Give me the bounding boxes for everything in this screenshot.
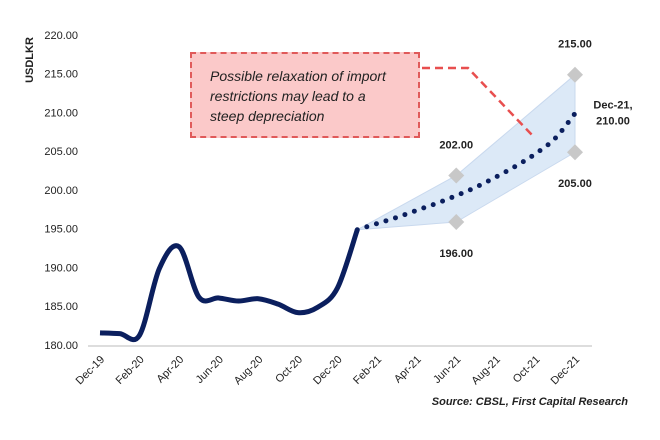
upper-label: 202.00: [439, 139, 473, 151]
x-tick-label: Apr-21: [392, 354, 424, 386]
y-tick-label: 215.00: [44, 69, 78, 81]
end-label: Dec-21,: [593, 99, 632, 111]
lower-marker: [567, 144, 583, 161]
lower-label: 196.00: [439, 248, 473, 260]
lower-marker: [448, 214, 465, 230]
upper-label: 215.00: [558, 39, 592, 51]
x-tick-label: Oct-21: [511, 354, 543, 386]
y-tick-label: 195.00: [44, 224, 78, 236]
x-tick-label: Jun-20: [194, 354, 226, 386]
series-line: [99, 228, 360, 343]
x-tick-label: Jun-21: [431, 354, 463, 386]
x-tick-label: Feb-21: [351, 354, 384, 387]
x-tick-label: Apr-20: [155, 354, 187, 386]
y-tick-label: 185.00: [44, 301, 78, 313]
x-tick-label: Aug-21: [469, 354, 503, 388]
upper-marker: [448, 167, 465, 184]
y-tick-label: 210.00: [44, 107, 78, 119]
y-tick-label: 180.00: [44, 340, 78, 352]
lower-label: 205.00: [558, 178, 592, 190]
x-tick-label: Dec-20: [311, 354, 345, 388]
y-tick-label: 190.00: [44, 262, 78, 274]
y-tick-label: 220.00: [44, 30, 78, 42]
y-tick-label: 200.00: [44, 185, 78, 197]
y-tick-label: 205.00: [44, 146, 78, 158]
upper-marker: [567, 66, 583, 83]
annotation-connector: [422, 66, 533, 136]
x-tick-label: Aug-20: [232, 354, 266, 388]
x-tick-label: Dec-21: [549, 354, 583, 388]
annotation-box: Possible relaxation of import restrictio…: [190, 52, 420, 138]
value-label: 210.00: [596, 115, 630, 127]
y-axis-title: USDLKR: [24, 37, 36, 83]
x-tick-label: Dec-19: [74, 354, 108, 388]
x-tick-label: Oct-20: [273, 354, 305, 386]
source: Source: CBSL, First Capital Research: [432, 396, 629, 408]
series-line: [354, 111, 578, 233]
x-tick-label: Feb-20: [114, 354, 147, 387]
